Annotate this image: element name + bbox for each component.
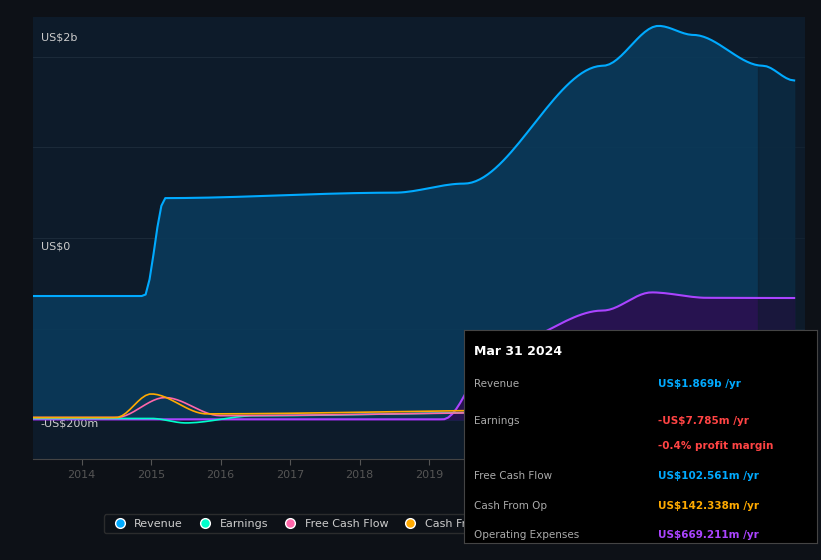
- Text: US$102.561m /yr: US$102.561m /yr: [658, 471, 759, 481]
- Polygon shape: [758, 17, 805, 459]
- Text: Earnings: Earnings: [475, 416, 520, 426]
- Text: Mar 31 2024: Mar 31 2024: [475, 346, 562, 358]
- Text: Cash From Op: Cash From Op: [475, 501, 548, 511]
- Text: -US$7.785m /yr: -US$7.785m /yr: [658, 416, 749, 426]
- Text: Free Cash Flow: Free Cash Flow: [475, 471, 553, 481]
- Text: US$669.211m /yr: US$669.211m /yr: [658, 530, 759, 540]
- Text: US$2b: US$2b: [40, 32, 77, 43]
- Text: US$0: US$0: [40, 242, 70, 252]
- Text: -0.4% profit margin: -0.4% profit margin: [658, 441, 773, 451]
- Text: Revenue: Revenue: [475, 379, 520, 389]
- Legend: Revenue, Earnings, Free Cash Flow, Cash From Op, Operating Expenses: Revenue, Earnings, Free Cash Flow, Cash …: [104, 515, 656, 533]
- Text: Operating Expenses: Operating Expenses: [475, 530, 580, 540]
- Text: US$1.869b /yr: US$1.869b /yr: [658, 379, 741, 389]
- Text: -US$200m: -US$200m: [40, 418, 99, 428]
- Text: US$142.338m /yr: US$142.338m /yr: [658, 501, 759, 511]
